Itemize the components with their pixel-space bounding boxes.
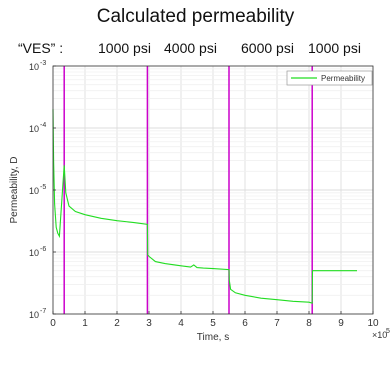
legend: Permeability [286, 70, 373, 86]
x-tick-label: 2 [114, 318, 120, 329]
ves-label-3: 6000 psi [241, 40, 294, 56]
y-tick-label: 10 [29, 62, 39, 72]
y-tick-exponent: -6 [40, 246, 46, 253]
x-axis-multiplier-exponent: 5 [386, 328, 390, 335]
legend-box [286, 70, 373, 86]
x-tick-label: 3 [146, 318, 152, 329]
y-tick-exponent: -5 [40, 184, 46, 191]
series-line-0 [52, 109, 357, 304]
grid [52, 65, 374, 315]
x-axis-multiplier: ×10 [372, 330, 387, 340]
x-tick-label: 5 [210, 318, 216, 329]
x-axis-label: Time, s [197, 332, 229, 343]
y-tick-label: 10 [29, 310, 39, 320]
y-tick-exponent: -7 [40, 308, 46, 315]
x-tick-label: 6 [242, 318, 248, 329]
ves-label-1: 1000 psi [98, 40, 151, 56]
x-tick-label: 8 [306, 318, 312, 329]
y-tick-label: 10 [29, 248, 39, 258]
x-tick-label: 9 [338, 318, 344, 329]
x-tick-label: 0 [50, 318, 56, 329]
y-tick-label: 10 [29, 124, 39, 134]
series-layer [52, 109, 357, 304]
y-tick-exponent: -4 [40, 122, 46, 129]
ves-label-4: 1000 psi [308, 40, 361, 56]
ves-annotation-row: “VES” : 1000 psi 4000 psi 6000 psi 1000 … [0, 40, 391, 60]
ves-prefix: “VES” : [18, 40, 64, 56]
x-tick-label: 1 [82, 318, 88, 329]
x-tick-label: 10 [367, 318, 379, 329]
y-axis-label: Permeability, D [9, 156, 20, 223]
x-tick-label: 7 [274, 318, 280, 329]
legend-label: Permeability [321, 74, 365, 83]
ves-label-2: 4000 psi [164, 40, 217, 56]
chart-title: Calculated permeability [96, 6, 295, 27]
x-tick-label: 4 [178, 318, 184, 329]
y-tick-label: 10 [29, 186, 39, 196]
y-tick-exponent: -3 [40, 60, 46, 67]
